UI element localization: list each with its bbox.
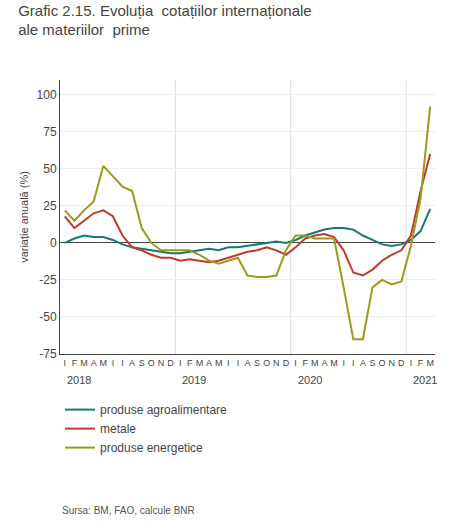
svg-text:I: I [342, 358, 345, 368]
svg-text:0: 0 [50, 236, 57, 250]
svg-text:F: F [187, 358, 193, 368]
svg-text:I: I [410, 358, 413, 368]
svg-text:D: D [283, 358, 290, 368]
svg-text:50: 50 [43, 162, 57, 176]
svg-text:75: 75 [43, 125, 57, 139]
svg-text:Grafic 2.15. Evoluția cotații: Grafic 2.15. Evoluția cotațiilor interna… [18, 2, 312, 39]
svg-text:metale: metale [100, 422, 136, 436]
svg-text:O: O [379, 358, 386, 368]
svg-text:100: 100 [37, 88, 57, 102]
svg-text:N: N [388, 358, 395, 368]
svg-text:O: O [263, 358, 270, 368]
svg-text:produse agroalimentare: produse agroalimentare [100, 403, 227, 417]
svg-text:S: S [369, 358, 375, 368]
svg-text:produse energetice: produse energetice [100, 441, 203, 455]
svg-text:M: M [215, 358, 223, 368]
svg-text:2018: 2018 [67, 374, 91, 386]
svg-text:O: O [148, 358, 155, 368]
svg-text:A: A [91, 358, 97, 368]
svg-text:I: I [352, 358, 355, 368]
svg-text:F: F [418, 358, 424, 368]
svg-text:2021: 2021 [413, 374, 437, 386]
svg-text:M: M [426, 358, 434, 368]
svg-text:2020: 2020 [298, 374, 322, 386]
svg-text:I: I [294, 358, 297, 368]
svg-text:A: A [244, 358, 250, 368]
svg-text:D: D [398, 358, 405, 368]
svg-text:M: M [196, 358, 204, 368]
svg-text:M: M [100, 358, 108, 368]
svg-text:F: F [302, 358, 308, 368]
svg-text:M: M [311, 358, 319, 368]
svg-text:I: I [237, 358, 240, 368]
svg-text:M: M [80, 358, 88, 368]
svg-text:A: A [129, 358, 135, 368]
svg-text:A: A [321, 358, 327, 368]
svg-text:Sursa: BM, FAO, calcule BNR: Sursa: BM, FAO, calcule BNR [62, 505, 195, 516]
svg-text:I: I [64, 358, 67, 368]
svg-text:I: I [112, 358, 115, 368]
svg-text:25: 25 [43, 199, 57, 213]
svg-text:N: N [273, 358, 280, 368]
svg-text:I: I [179, 358, 182, 368]
svg-text:D: D [167, 358, 174, 368]
svg-text:-75: -75 [39, 347, 57, 361]
svg-text:A: A [360, 358, 366, 368]
svg-text:I: I [121, 358, 124, 368]
svg-text:M: M [330, 358, 338, 368]
svg-text:I: I [227, 358, 230, 368]
svg-text:F: F [72, 358, 78, 368]
svg-text:-50: -50 [39, 310, 57, 324]
svg-text:variație anuală (%): variație anuală (%) [18, 171, 30, 263]
svg-text:2019: 2019 [182, 374, 206, 386]
svg-text:N: N [158, 358, 165, 368]
svg-text:S: S [139, 358, 145, 368]
svg-text:-25: -25 [39, 273, 57, 287]
svg-text:A: A [206, 358, 212, 368]
svg-text:S: S [254, 358, 260, 368]
